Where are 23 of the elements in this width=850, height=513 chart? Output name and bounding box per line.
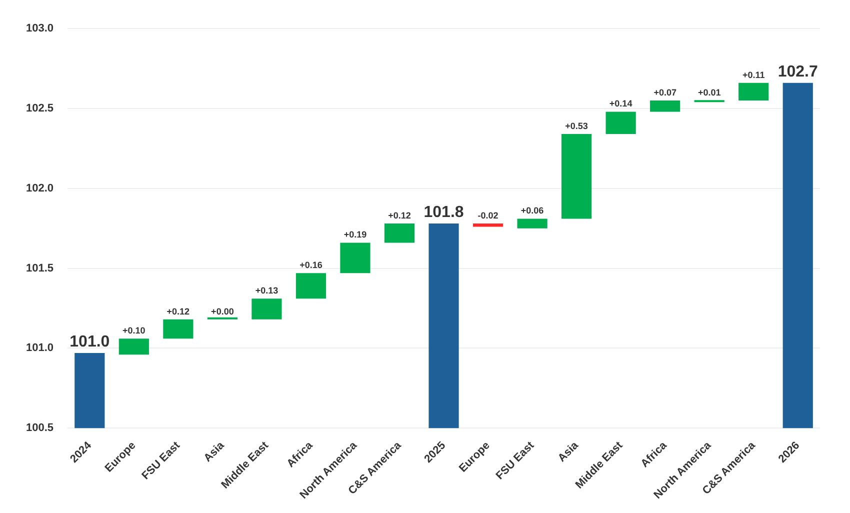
data-label: +0.07 xyxy=(654,87,676,98)
y-tick-label: 101.5 xyxy=(26,262,54,274)
data-label: 101.8 xyxy=(424,204,464,221)
data-label: +0.14 xyxy=(609,98,632,109)
data-label: -0.02 xyxy=(478,210,498,221)
data-label: +0.16 xyxy=(300,260,322,270)
data-label: +0.19 xyxy=(344,230,367,240)
data-label: +0.11 xyxy=(742,70,765,80)
data-label: +0.13 xyxy=(255,286,278,296)
data-label: +0.06 xyxy=(520,206,544,216)
data-label: +0.12 xyxy=(388,210,411,221)
y-tick-label: 102.5 xyxy=(26,102,54,115)
data-label: +0.12 xyxy=(166,306,190,316)
data-label: +0.53 xyxy=(565,121,588,132)
data-label: 101.0 xyxy=(70,333,110,350)
data-label: +0.00 xyxy=(211,306,234,316)
y-tick-label: 103.0 xyxy=(26,22,54,35)
data-label: +0.10 xyxy=(122,326,146,336)
y-tick-label: 102.0 xyxy=(26,182,54,194)
data-label: 102.7 xyxy=(778,63,818,80)
y-tick-label: 100.5 xyxy=(26,422,54,434)
data-label: +0.01 xyxy=(698,87,721,98)
y-tick-label: 101.0 xyxy=(26,342,54,354)
